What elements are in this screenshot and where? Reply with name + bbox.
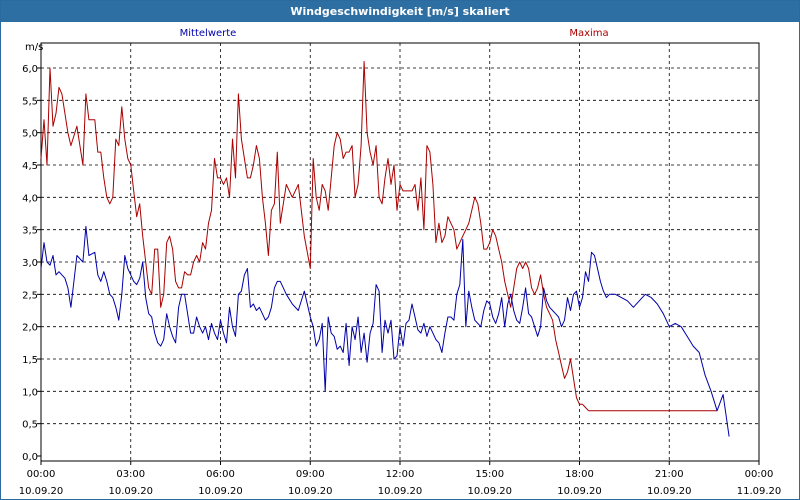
x-tick-date-label: 10.09.20 bbox=[647, 486, 692, 497]
x-tick-time-label: 09:00 bbox=[296, 469, 325, 480]
x-tick-date-label: 10.09.20 bbox=[378, 486, 423, 497]
y-tick-label: 0,0 bbox=[22, 452, 38, 463]
x-tick-date-label: 11.09.20 bbox=[737, 486, 782, 497]
x-tick-time-label: 03:00 bbox=[116, 469, 145, 480]
x-tick-time-label: 00:00 bbox=[745, 469, 774, 480]
x-tick-date-label: 10.09.20 bbox=[288, 486, 333, 497]
legend-mittelwerte: Mittelwerte bbox=[180, 28, 237, 39]
y-axis-label: m/s bbox=[25, 42, 43, 53]
x-tick-date-label: 10.09.20 bbox=[557, 486, 602, 497]
x-tick-time-label: 21:00 bbox=[655, 469, 684, 480]
y-tick-label: 6,0 bbox=[22, 64, 38, 75]
x-tick-time-label: 15:00 bbox=[475, 469, 504, 480]
y-tick-label: 4,5 bbox=[22, 161, 38, 172]
y-tick-label: 3,0 bbox=[22, 258, 38, 269]
window-title: Windgeschwindigkeit [m/s] skaliert bbox=[1, 1, 799, 22]
y-tick-label: 2,0 bbox=[22, 323, 38, 334]
x-tick-time-label: 12:00 bbox=[386, 469, 415, 480]
x-tick-time-label: 00:00 bbox=[27, 469, 56, 480]
y-tick-label: 4,0 bbox=[22, 193, 38, 204]
x-tick-time-label: 18:00 bbox=[565, 469, 594, 480]
legend-maxima: Maxima bbox=[569, 28, 608, 39]
x-tick-date-label: 10.09.20 bbox=[467, 486, 512, 497]
y-tick-label: 2,5 bbox=[22, 290, 38, 301]
series-line-mittelwerte bbox=[40, 225, 730, 437]
y-tick-label: 1,5 bbox=[22, 355, 38, 366]
series-line-maxima bbox=[40, 61, 718, 412]
x-tick-date-label: 10.09.20 bbox=[108, 486, 153, 497]
y-tick-label: 5,5 bbox=[22, 96, 38, 107]
y-tick-label: 3,5 bbox=[22, 226, 38, 237]
y-tick-label: 5,0 bbox=[22, 129, 38, 140]
x-tick-time-label: 06:00 bbox=[206, 469, 235, 480]
y-tick-label: 0,5 bbox=[22, 420, 38, 431]
x-tick-date-label: 10.09.20 bbox=[198, 486, 243, 497]
x-tick-date-label: 10.09.20 bbox=[19, 486, 64, 497]
y-tick-label: 1,0 bbox=[22, 387, 38, 398]
